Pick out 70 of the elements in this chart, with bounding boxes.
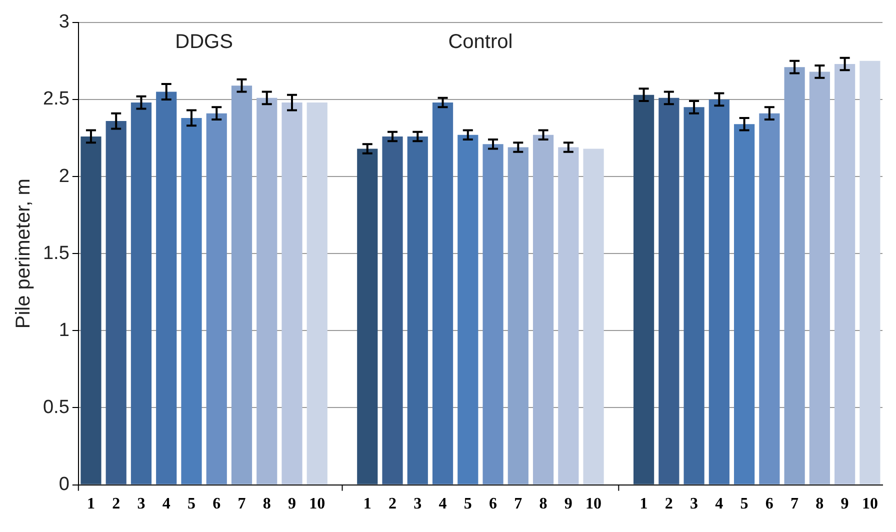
y-tick-label: 3 — [58, 12, 70, 33]
bar — [357, 148, 378, 484]
x-tick-label: 8 — [816, 496, 824, 513]
bar — [206, 113, 227, 484]
bar — [482, 144, 504, 484]
x-tick-label: 9 — [840, 496, 849, 513]
bar — [256, 98, 278, 484]
x-tick-label: 4 — [438, 496, 447, 513]
bar — [282, 102, 302, 484]
bar — [106, 121, 126, 484]
x-tick-label: 3 — [137, 496, 146, 513]
x-tick-label: 2 — [664, 496, 673, 513]
bar — [181, 118, 202, 484]
y-tick-label: 2.5 — [42, 88, 70, 110]
x-tick-label: 6 — [212, 496, 221, 513]
x-tick-label: 10 — [862, 496, 878, 513]
bar — [306, 102, 328, 484]
y-tick-label: 0 — [58, 474, 70, 496]
x-tick-label: 7 — [790, 496, 799, 513]
y-tick-label: 0.5 — [42, 396, 70, 418]
annotation: Control — [448, 30, 513, 53]
bar — [382, 136, 403, 484]
bar — [156, 92, 177, 484]
x-tick-label: 5 — [740, 496, 748, 513]
bar — [784, 67, 805, 484]
x-tick-label: 4 — [715, 496, 724, 513]
bar — [508, 147, 528, 484]
bar — [432, 102, 454, 484]
bar — [759, 113, 780, 484]
bar — [407, 136, 428, 484]
bar — [860, 60, 880, 484]
x-tick-label: 1 — [363, 496, 372, 513]
y-tick-label: 1 — [58, 320, 70, 341]
x-tick-label: 7 — [238, 496, 246, 513]
x-tick-label: 10 — [309, 496, 326, 513]
x-tick-label: 3 — [414, 496, 422, 513]
bar — [458, 134, 478, 484]
x-tick-label: 9 — [288, 496, 296, 513]
x-tick-label: 1 — [640, 496, 648, 513]
bar — [708, 99, 730, 484]
bar — [633, 94, 654, 484]
x-tick-label: 9 — [564, 496, 572, 513]
bar — [231, 86, 252, 484]
x-tick-label: 5 — [464, 496, 472, 513]
bar — [583, 148, 604, 484]
x-tick-label: 4 — [162, 496, 170, 513]
bar — [130, 102, 152, 484]
bar — [734, 124, 755, 484]
bar — [834, 64, 856, 484]
bar — [809, 72, 830, 484]
x-tick-label: 6 — [765, 496, 774, 513]
x-tick-label: 5 — [187, 496, 196, 513]
bar — [684, 107, 704, 484]
y-axis-title: Pile perimeter, m — [12, 178, 35, 329]
x-tick-label: 2 — [388, 496, 397, 513]
bar — [658, 98, 680, 484]
x-tick-label: 1 — [86, 496, 95, 513]
x-tick-label: 8 — [539, 496, 548, 513]
x-tick-label: 6 — [489, 496, 498, 513]
y-tick-label: 1.5 — [42, 242, 70, 264]
y-tick-label: 2 — [58, 166, 70, 187]
x-tick-label: 7 — [514, 496, 522, 513]
bar — [80, 136, 102, 484]
bar — [558, 147, 579, 484]
bar — [532, 134, 554, 484]
x-tick-label: 10 — [586, 496, 602, 513]
x-tick-label: 2 — [112, 496, 120, 513]
x-tick-label: 8 — [262, 496, 271, 513]
annotation: DDGS — [175, 30, 233, 53]
x-tick-label: 3 — [690, 496, 698, 513]
